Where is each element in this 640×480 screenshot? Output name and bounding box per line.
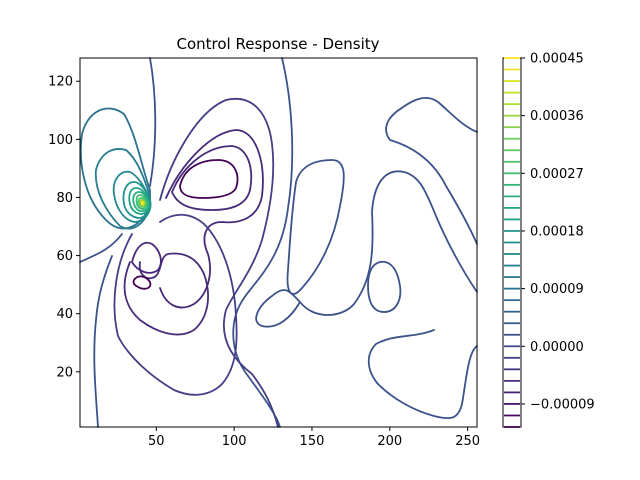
contour-line bbox=[122, 181, 152, 219]
contour-line bbox=[79, 233, 123, 263]
contour-line bbox=[385, 97, 478, 245]
plot-frame bbox=[79, 57, 478, 428]
colorbar-tick-label: −0.00009 bbox=[530, 397, 595, 412]
contour-line bbox=[123, 252, 209, 336]
contour-line bbox=[132, 191, 150, 213]
chart-title: Control Response - Density bbox=[176, 35, 379, 53]
contour-line bbox=[159, 98, 279, 428]
contour-line bbox=[141, 201, 144, 205]
x-tick-label: 150 bbox=[300, 434, 325, 449]
colorbar-tick-label: 0.00000 bbox=[530, 340, 584, 355]
contour-line bbox=[113, 213, 238, 396]
contour-line bbox=[149, 57, 157, 187]
contour-line bbox=[367, 260, 402, 313]
contour-line bbox=[131, 241, 162, 274]
contour-line bbox=[286, 159, 345, 295]
contour-line bbox=[94, 148, 151, 230]
contour-line bbox=[93, 255, 113, 428]
colorbar-tick-label: 0.00009 bbox=[530, 282, 584, 297]
x-axis: 50 100 150 200 250 bbox=[148, 427, 480, 449]
contour-line bbox=[137, 197, 147, 208]
colorbar-ticks: −0.00009 0.00000 0.00009 0.00018 0.00027 0.00… bbox=[521, 52, 595, 412]
colorbar-level-lines bbox=[504, 57, 520, 428]
y-tick-label: 120 bbox=[48, 75, 73, 90]
x-tick-label: 100 bbox=[222, 434, 247, 449]
y-axis: 20 40 60 80 100 120 bbox=[48, 75, 80, 380]
y-tick-label: 40 bbox=[56, 307, 73, 322]
y-tick-label: 80 bbox=[56, 191, 73, 206]
x-tick-label: 200 bbox=[377, 434, 402, 449]
plot-area bbox=[79, 57, 478, 428]
y-tick-label: 100 bbox=[48, 133, 73, 148]
x-tick-label: 250 bbox=[455, 434, 480, 449]
contour-line bbox=[171, 145, 253, 211]
y-tick-label: 60 bbox=[56, 249, 73, 264]
contour-line bbox=[232, 57, 294, 428]
y-tick-label: 20 bbox=[56, 365, 73, 380]
colorbar-tick-label: 0.00027 bbox=[530, 167, 584, 182]
colorbar-tick-label: 0.00018 bbox=[530, 224, 584, 239]
contour-line bbox=[367, 329, 478, 420]
contour-line bbox=[132, 275, 152, 290]
x-tick-label: 50 bbox=[148, 434, 165, 449]
colorbar: −0.00009 0.00000 0.00009 0.00018 0.00027 0.00… bbox=[502, 52, 595, 428]
contour-line bbox=[255, 170, 478, 328]
contour-line bbox=[159, 129, 264, 309]
contour-line bbox=[112, 170, 152, 223]
contour-line bbox=[135, 194, 148, 210]
contour-line bbox=[179, 159, 239, 199]
colorbar-tick-label: 0.00045 bbox=[530, 52, 584, 67]
contour-line bbox=[128, 187, 151, 215]
contour-lines bbox=[79, 57, 478, 428]
plot-background bbox=[80, 58, 477, 427]
colorbar-tick-label: 0.00036 bbox=[530, 109, 584, 124]
